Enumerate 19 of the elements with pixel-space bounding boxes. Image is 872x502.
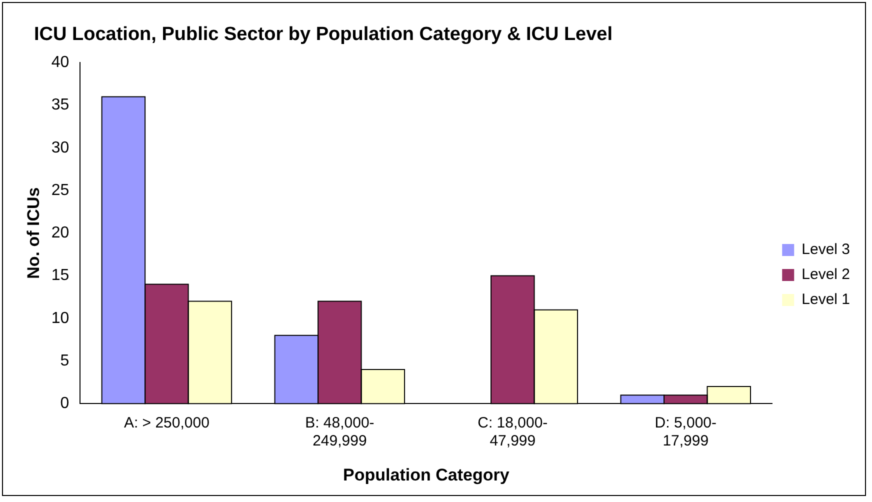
y-tick-label: 5	[60, 352, 70, 370]
y-tick-label: 0	[60, 395, 70, 412]
x-tick-label: C: 18,000-47,999	[478, 414, 548, 450]
legend-label: Level 2	[802, 266, 850, 284]
y-tick-label: 25	[51, 182, 70, 199]
chart-title: ICU Location, Public Sector by Population Category & ICU Level	[34, 24, 613, 46]
legend-label: Level 1	[802, 291, 850, 308]
y-tick-label: 15	[51, 267, 70, 284]
y-axis-title: No. of ICUs	[24, 187, 43, 279]
x-axis-title: Population Category	[343, 465, 510, 484]
y-tick-label: 10	[51, 310, 70, 327]
x-tick-label: D: 5,000-17,999	[654, 414, 716, 450]
legend-label: Level 3	[802, 241, 850, 258]
y-tick-label: 20	[51, 224, 70, 242]
y-tick-label: 30	[51, 139, 70, 156]
y-tick-label: 35	[51, 96, 70, 114]
x-tick-label: B: 48,000-249,999	[305, 414, 374, 450]
x-tick-label: A: > 250,000	[124, 414, 210, 432]
y-tick-label: 40	[51, 54, 70, 72]
